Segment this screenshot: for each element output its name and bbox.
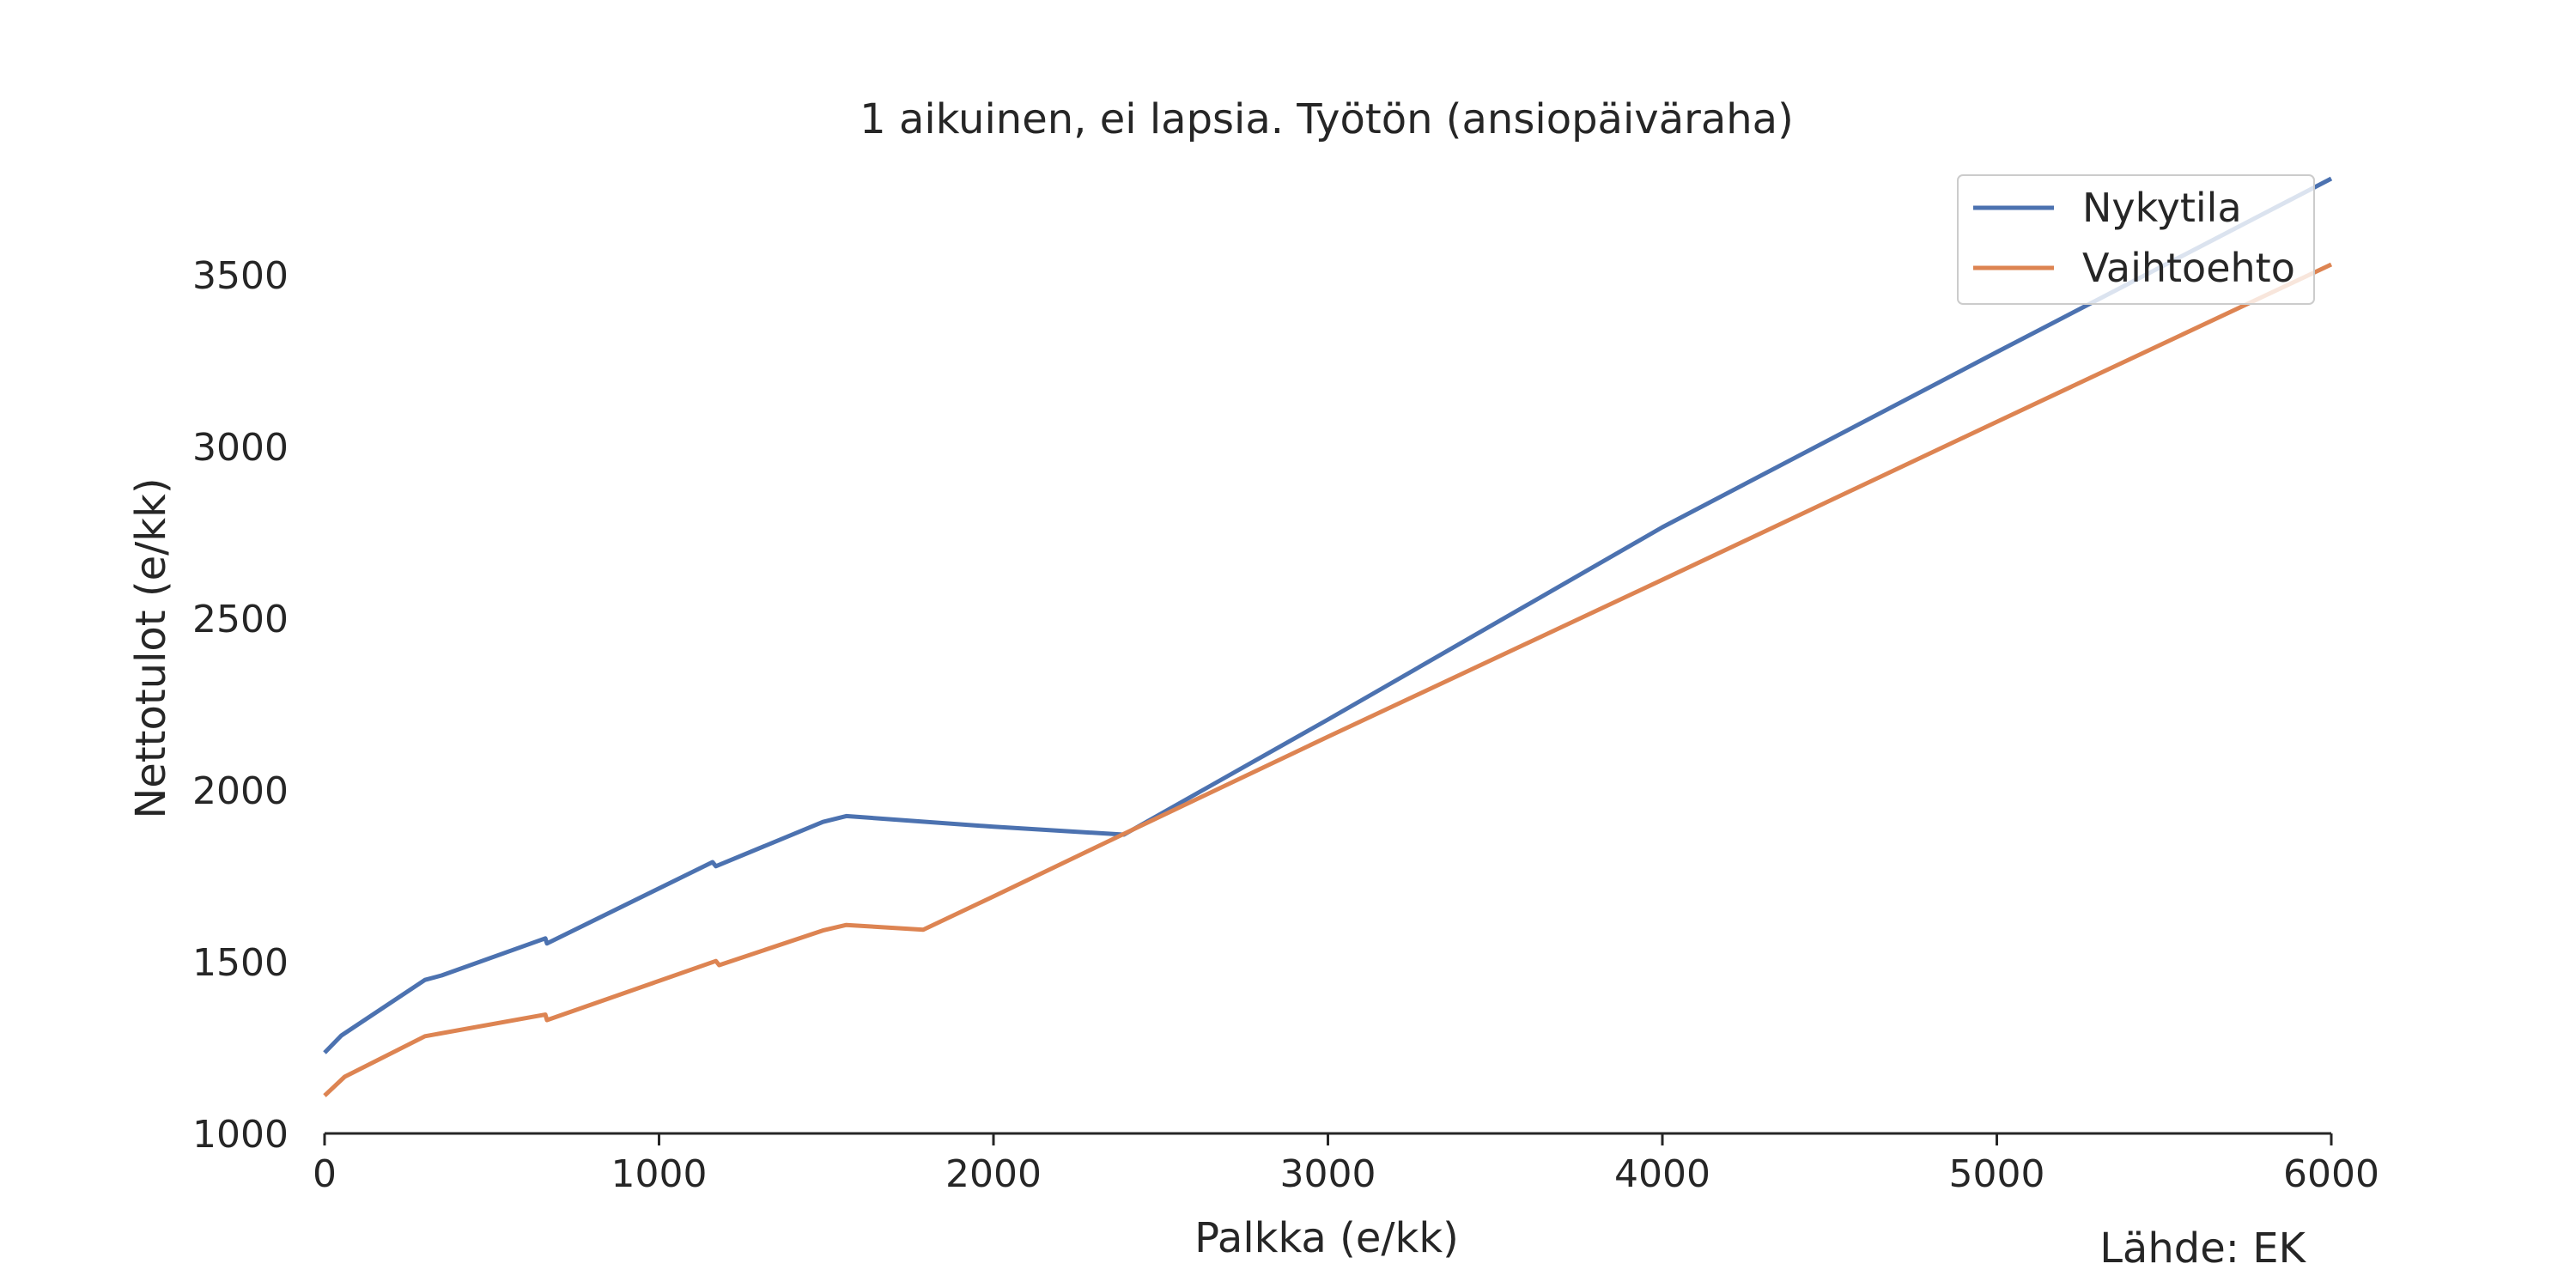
x-tick-label: 2000	[945, 1152, 1042, 1196]
x-tick-label: 6000	[2283, 1152, 2379, 1196]
plot-area	[323, 176, 2333, 1097]
legend: Nykytila Vaihtoehto	[1957, 174, 2315, 305]
x-tick-label: 5000	[1949, 1152, 2045, 1196]
series-line-1	[323, 262, 2333, 1097]
x-tick-label: 0	[313, 1152, 337, 1196]
legend-label-1: Vaihtoehto	[2082, 245, 2295, 291]
y-tick-label: 2000	[192, 769, 289, 813]
source-note: Lähde: EK	[2099, 1224, 2306, 1273]
y-tick-label: 1500	[192, 941, 289, 985]
x-axis-label: Palkka (e/kk)	[1194, 1214, 1459, 1262]
y-axis-label: Nettotulot (e/kk)	[127, 477, 175, 818]
y-tick-label: 2500	[192, 598, 289, 641]
series-line-0	[323, 176, 2333, 1054]
x-tick-label: 3000	[1280, 1152, 1376, 1196]
x-axis: 0 1000 2000 3000 4000 5000 6000	[313, 1132, 2379, 1196]
y-tick-label: 3500	[192, 254, 289, 298]
y-tick-label: 3000	[192, 426, 289, 470]
y-axis: 1000 1500 2000 2500 3000 3500	[192, 254, 289, 1157]
legend-label-0: Nykytila	[2082, 185, 2242, 231]
chart-title: 1 aikuinen, ei lapsia. Työtön (ansiopäiv…	[860, 95, 1794, 143]
y-tick-label: 1000	[192, 1113, 289, 1157]
x-tick-label: 1000	[611, 1152, 708, 1196]
x-tick-label: 4000	[1614, 1152, 1710, 1196]
